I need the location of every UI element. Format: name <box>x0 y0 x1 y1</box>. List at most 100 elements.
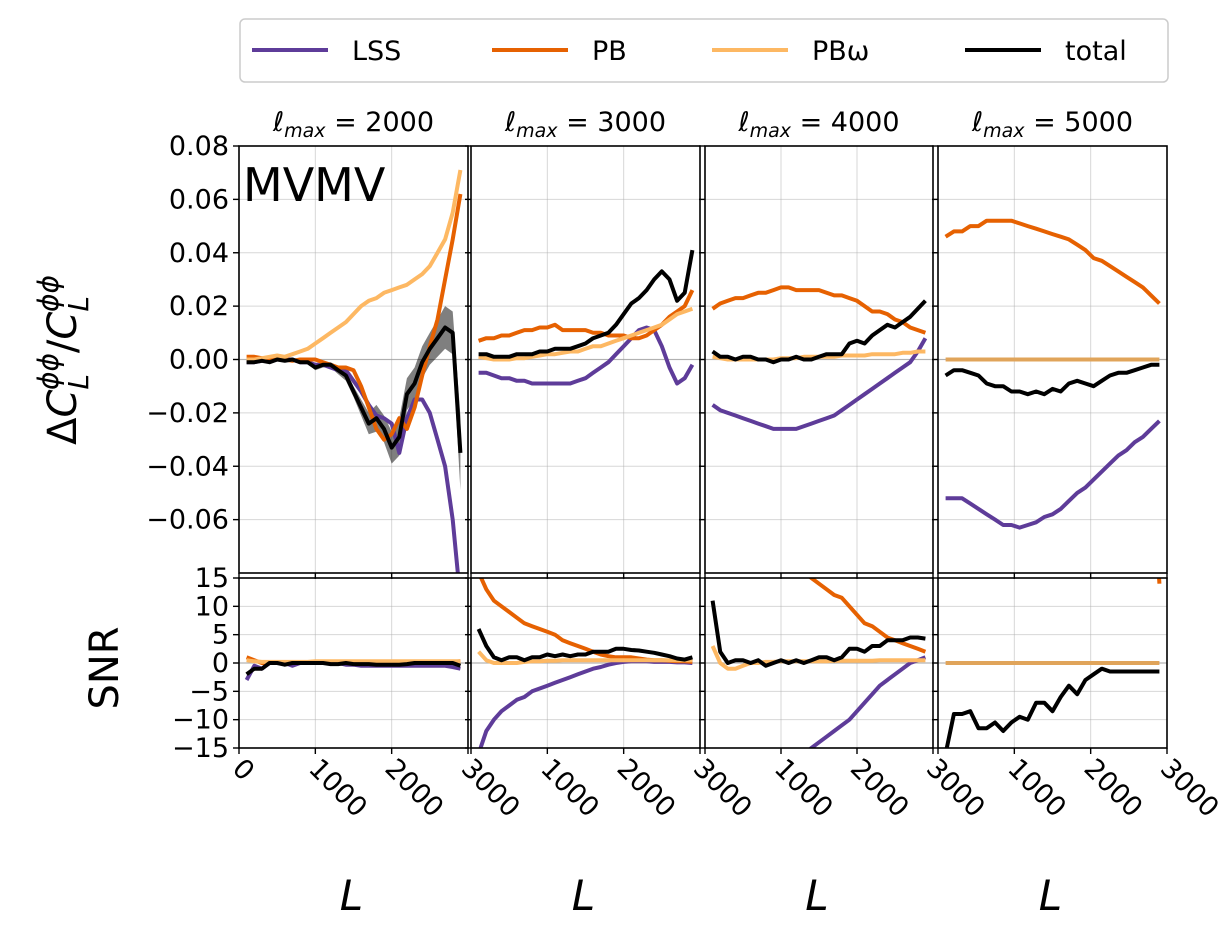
y-tick-label: −0.06 <box>146 505 229 536</box>
legend-label-pbw: PBω <box>812 36 869 67</box>
series-pb-top <box>711 285 927 335</box>
x-tick-label: 3000 <box>920 753 991 824</box>
y-tick-label: −0.04 <box>146 451 229 482</box>
y-tick-label: 10 <box>195 591 229 622</box>
title-ell: ℓ <box>971 107 983 138</box>
plot-area-bottom <box>944 578 1162 748</box>
axes-top <box>465 145 701 579</box>
y-label-top: ΔCLϕϕ/CLϕϕ <box>32 275 95 445</box>
panel-title: ℓmax = 5000 <box>971 107 1133 142</box>
panel-title: ℓmax = 4000 <box>737 107 899 142</box>
plot-area-top <box>944 218 1161 530</box>
y-tick-label: −10 <box>172 705 229 736</box>
panel-title: ℓmax = 2000 <box>272 107 434 142</box>
y-label-bottom: SNR <box>82 626 128 709</box>
y-tick-label: 0 <box>212 648 229 679</box>
series-total-top <box>478 249 695 359</box>
ylabel-slash: / <box>40 339 86 353</box>
series-pb-top <box>477 289 695 343</box>
y-tick-label: 0.00 <box>169 345 229 376</box>
annotation-label: MVMV <box>243 158 386 212</box>
series-total-top <box>944 362 1160 397</box>
series-pb-bottom <box>478 578 693 664</box>
total-error-band <box>246 306 461 491</box>
title-sub: max <box>516 120 558 142</box>
ylabel-c: C <box>40 390 86 418</box>
ylabel-sup-phi2: ϕϕ <box>32 275 65 312</box>
panel-title: ℓmax = 3000 <box>504 107 666 142</box>
series-lss-top <box>478 325 695 386</box>
legend-entry-pb: PB <box>492 36 627 67</box>
legend-label-lss: LSS <box>352 36 401 67</box>
y-tick-label: −0.02 <box>146 398 229 429</box>
series-pb-top <box>944 218 1161 305</box>
title-ell: ℓ <box>272 107 284 138</box>
ylabel-sup-phi: ϕϕ <box>32 353 65 390</box>
title-ell: ℓ <box>504 107 516 138</box>
axes-top <box>932 145 1168 579</box>
x-tick-label: 1000 <box>1001 753 1072 824</box>
plot-area-bottom <box>476 578 693 748</box>
title-sub: max <box>750 120 792 142</box>
legend: LSS PB PBω total <box>239 18 1169 83</box>
series-lss-top <box>945 419 1161 530</box>
title-value: = 3000 <box>558 107 667 138</box>
series-total-bottom <box>710 600 926 668</box>
series-lss-bottom <box>478 659 693 748</box>
x-tick-label: 0 <box>226 753 260 787</box>
y-tick-label: 0.02 <box>169 291 229 322</box>
ylabel-delta: Δ <box>40 417 86 445</box>
title-sub: max <box>983 120 1025 142</box>
x-tick-label: 2000 <box>379 753 450 824</box>
x-axis-label: L <box>1039 871 1062 920</box>
x-tick-label: 3000 <box>455 753 526 824</box>
x-tick-label: 1000 <box>302 753 373 824</box>
axes-bottom: 1000 2000 3000 <box>932 577 1225 824</box>
series-pb-bottom <box>808 578 927 654</box>
title-ell: ℓ <box>737 107 749 138</box>
title-sub: max <box>284 120 326 142</box>
axes-bottom: 1000 2000 3000 <box>699 577 991 824</box>
svg-text:ΔCLϕϕ/CLϕϕ: ΔCLϕϕ/CLϕϕ <box>32 275 95 445</box>
plot-area-top <box>711 285 928 431</box>
axes-top: 0.08 0.06 0.04 0.02 0.00 −0.02 −0.04 −0.06 <box>146 131 469 579</box>
legend-entry-total: total <box>965 36 1127 67</box>
legend-label-total: total <box>1065 36 1127 67</box>
y-tick-label: 0.06 <box>169 184 229 215</box>
series-pbw-top <box>478 306 694 362</box>
legend-frame <box>239 18 1169 83</box>
plot-area-top <box>477 249 695 386</box>
series-total-bottom <box>476 628 693 663</box>
y-tick-label: 5 <box>212 620 229 651</box>
legend-label-pb: PB <box>592 36 627 67</box>
series-lss-top <box>711 337 928 431</box>
x-tick-label: 3000 <box>687 753 758 824</box>
x-axis-label: L <box>340 871 363 920</box>
plot-area-bottom <box>244 655 462 681</box>
x-tick-label: 2000 <box>844 753 915 824</box>
plot-area-bottom <box>710 578 927 748</box>
series-total-top <box>711 299 927 365</box>
plot-area-top <box>246 169 463 573</box>
x-tick-label: 3000 <box>1154 753 1225 824</box>
series-total-bottom <box>944 666 1160 748</box>
ylabel-c2: C <box>40 312 86 340</box>
x-tick-label: 2000 <box>1078 753 1149 824</box>
y-tick-label: −5 <box>189 676 229 707</box>
title-value: = 4000 <box>791 107 900 138</box>
x-axis-label: L <box>805 871 828 920</box>
panel-1: ℓmax = 20000.080.060.040.020.00−0.02−0.0… <box>146 107 525 920</box>
series-total-bottom <box>245 661 462 676</box>
y-tick-label: 0.08 <box>169 131 229 162</box>
x-tick-label: 1000 <box>534 753 605 824</box>
series-lss-bottom <box>808 655 927 748</box>
y-tick-label: 0.04 <box>169 238 229 269</box>
series-pbw-bottom <box>477 650 693 665</box>
axes-top <box>699 145 934 579</box>
x-tick-label: 2000 <box>611 753 682 824</box>
ylabel-sub-l2: L <box>62 296 95 312</box>
title-value: = 2000 <box>326 107 435 138</box>
x-axis-label: L <box>572 871 595 920</box>
